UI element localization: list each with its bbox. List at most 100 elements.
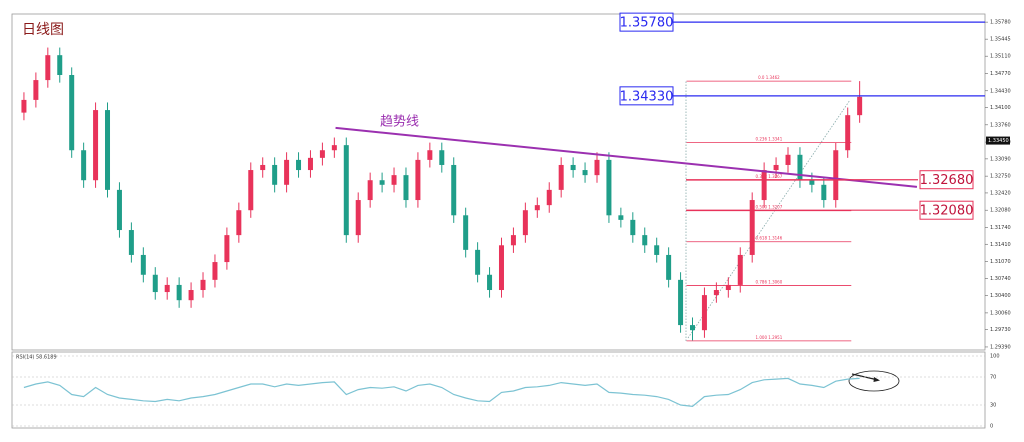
candle-body xyxy=(367,180,373,201)
candle-body xyxy=(355,200,361,236)
level-label: 1.32680 xyxy=(920,173,974,188)
candle-body xyxy=(176,284,182,301)
candle-body xyxy=(105,110,111,190)
last-price-label: 1.33450 xyxy=(988,138,1009,144)
last-price-box xyxy=(986,136,1010,145)
candle-body xyxy=(248,170,254,211)
level-box xyxy=(919,170,974,190)
y-tick-label: 1.31410 xyxy=(990,242,1011,248)
candle-body xyxy=(833,150,839,201)
y-tick-label: 1.29730 xyxy=(990,327,1011,333)
level-box xyxy=(619,86,674,106)
candle-body xyxy=(761,170,767,201)
fib-label: 0.500 1.3207 xyxy=(756,205,783,210)
candle-body xyxy=(690,325,696,331)
candle-body xyxy=(487,274,493,291)
fib-label: 0.618 1.3146 xyxy=(756,236,783,241)
candle-body xyxy=(785,154,791,165)
candle-body xyxy=(331,145,337,151)
fib-label: 0.236 1.3341 xyxy=(756,137,783,142)
candle-body xyxy=(666,254,672,280)
level-label: 1.32080 xyxy=(920,204,974,219)
candle-body xyxy=(391,175,397,185)
candle-body xyxy=(594,159,600,176)
candle-body xyxy=(260,164,266,171)
candle-body xyxy=(296,159,302,171)
candle-body xyxy=(140,254,146,275)
candle-body xyxy=(809,180,815,185)
candle-body xyxy=(463,215,469,250)
candle-body xyxy=(81,150,87,181)
candle-body xyxy=(797,154,803,181)
candle-body xyxy=(845,115,851,151)
y-tick-label: 1.35780 xyxy=(990,20,1011,26)
price-panel xyxy=(11,13,986,351)
candle-body xyxy=(582,170,588,176)
candle-body xyxy=(319,150,325,158)
candle-body xyxy=(236,210,242,236)
candle-body xyxy=(69,74,75,151)
candle-body xyxy=(510,235,516,246)
candle-body xyxy=(45,55,51,81)
rsi-line xyxy=(23,377,860,408)
candle-body xyxy=(379,180,385,185)
candle-body xyxy=(21,99,27,113)
annotation-arrowhead xyxy=(873,377,880,382)
y-tick-label: 1.31740 xyxy=(990,225,1011,231)
candle-body xyxy=(200,279,206,291)
y-tick-label: 1.34100 xyxy=(990,105,1011,111)
fib-label: 0.786 1.3060 xyxy=(756,279,783,284)
candle-body xyxy=(498,245,504,291)
candle-body xyxy=(152,274,158,293)
candle-body xyxy=(725,284,731,291)
candle-body xyxy=(403,175,409,201)
candle-body xyxy=(713,290,719,296)
level-box xyxy=(619,12,674,32)
candle-body xyxy=(343,145,349,236)
y-tick-label: 1.29390 xyxy=(990,344,1011,350)
fib-label: 0.0 1.3462 xyxy=(758,75,780,80)
chart-title: 日线图 xyxy=(22,22,64,38)
level-label: 1.35780 xyxy=(620,16,674,31)
candle-body xyxy=(475,249,481,275)
candle-body xyxy=(606,159,612,216)
candle-body xyxy=(678,279,684,326)
candle-body xyxy=(558,164,564,190)
candle-body xyxy=(642,235,648,246)
annotation-ellipse xyxy=(848,370,900,392)
candle-body xyxy=(272,164,278,185)
candle-body xyxy=(188,290,194,301)
candle-body xyxy=(93,110,99,181)
y-tick-label: 1.33090 xyxy=(990,156,1011,162)
trendline-label: 趋势线 xyxy=(380,113,419,129)
candle-body xyxy=(284,159,290,185)
candle-body xyxy=(224,235,230,263)
candle-body xyxy=(618,215,624,220)
y-tick-label: 70 xyxy=(990,375,996,381)
rsi-panel xyxy=(11,351,986,429)
candle-body xyxy=(821,184,827,201)
y-tick-label: 1.30060 xyxy=(990,310,1011,316)
fib-label: 1.000 1.2951 xyxy=(756,335,783,340)
candle-body xyxy=(534,205,540,211)
y-tick-label: 0 xyxy=(990,424,993,430)
candle-body xyxy=(116,189,122,231)
candle-body xyxy=(164,284,170,293)
candle-body xyxy=(212,262,218,280)
rsi-title: RSI(14) 58.6189 xyxy=(16,355,57,361)
y-tick-label: 1.31070 xyxy=(990,259,1011,265)
level-box xyxy=(919,200,974,220)
y-tick-label: 1.34430 xyxy=(990,88,1011,94)
candle-body xyxy=(857,96,863,116)
y-tick-label: 1.35445 xyxy=(990,37,1011,43)
y-tick-label: 1.32080 xyxy=(990,208,1011,214)
candle-body xyxy=(427,150,433,160)
y-tick-label: 100 xyxy=(990,354,1000,360)
candle-body xyxy=(307,157,313,171)
y-tick-label: 1.35110 xyxy=(990,54,1011,60)
trendline xyxy=(335,126,918,188)
level-label: 1.34330 xyxy=(620,89,674,104)
candle-body xyxy=(439,150,445,165)
y-tick-label: 1.34770 xyxy=(990,71,1011,77)
